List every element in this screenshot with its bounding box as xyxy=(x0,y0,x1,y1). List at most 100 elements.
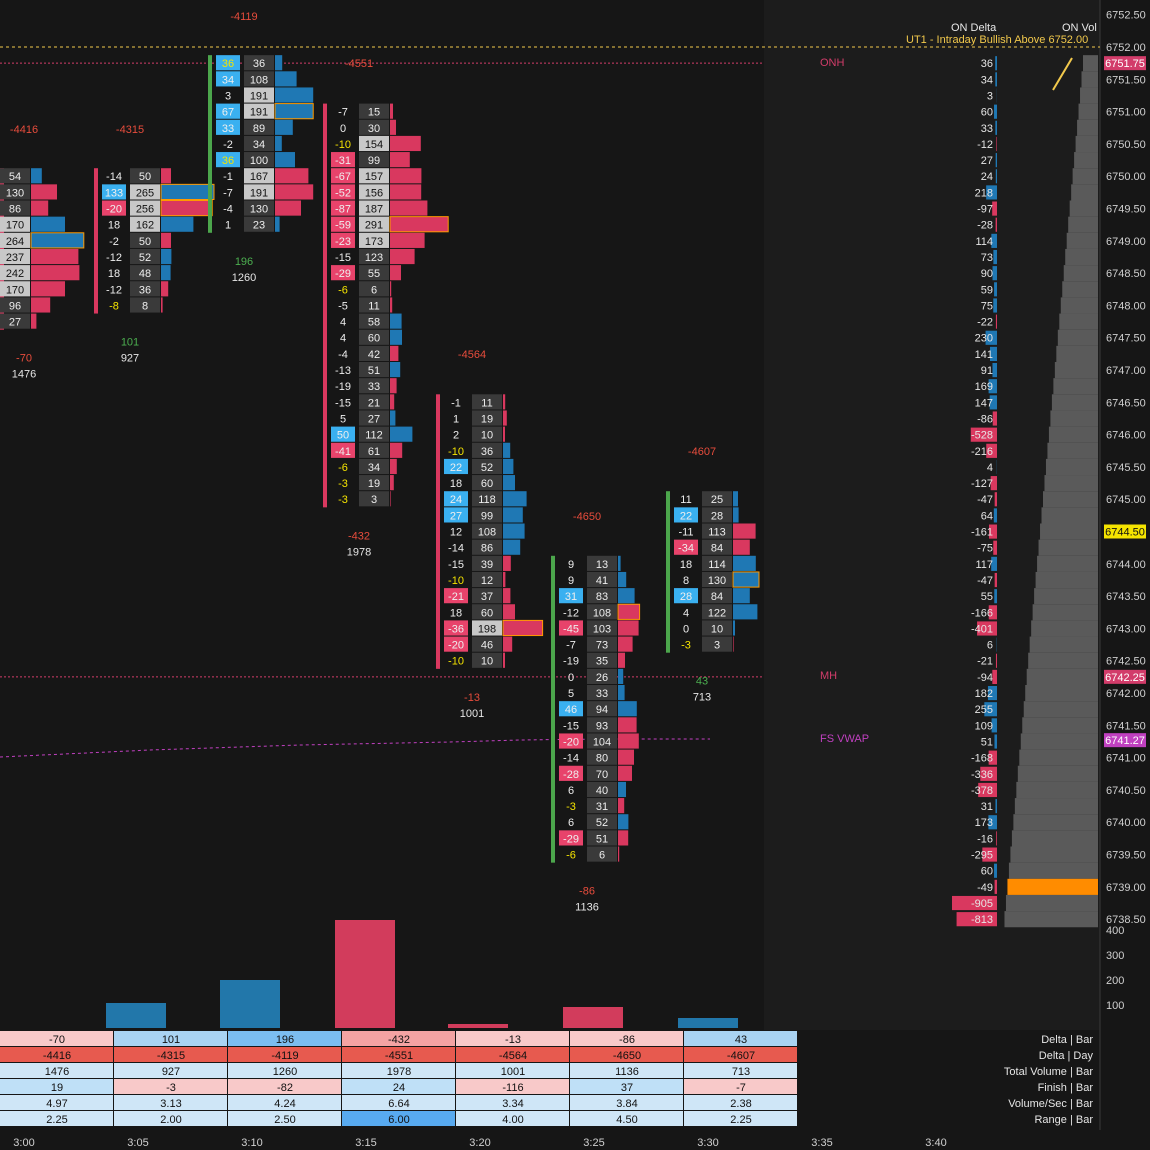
volume-cell xyxy=(359,232,389,248)
bar-volume-label: 1260 xyxy=(232,272,256,284)
volume-value: 157 xyxy=(365,171,383,183)
stat-cell xyxy=(0,1111,113,1126)
volume-profile-bar xyxy=(618,733,639,749)
delta-value: 18 xyxy=(108,268,120,280)
volume-cell xyxy=(702,555,732,571)
volume-profile-bar xyxy=(503,394,506,410)
stat-value: 4.00 xyxy=(502,1114,523,1126)
volume-profile-bar xyxy=(733,539,750,555)
volume-profile-bar xyxy=(390,329,402,345)
time-axis-label: 3:00 xyxy=(13,1137,34,1149)
delta-value: 22 xyxy=(450,462,462,474)
volume-value: 60 xyxy=(481,478,493,490)
volume-profile-bar xyxy=(390,394,395,410)
volume-profile-bar xyxy=(31,297,51,313)
stat-value: 19 xyxy=(51,1082,63,1094)
on-vol-bar xyxy=(1065,248,1098,266)
on-delta-value: 27 xyxy=(981,155,993,167)
price-tick-label: 6741.50 xyxy=(1106,720,1146,732)
volume-profile-bar xyxy=(390,378,397,394)
time-axis-label: 3:15 xyxy=(355,1137,376,1149)
volume-value: 52 xyxy=(596,817,608,829)
volume-value: 84 xyxy=(711,591,723,603)
delta-value: -6 xyxy=(338,284,348,296)
on-delta-value: -97 xyxy=(977,204,993,216)
volume-profile-bar xyxy=(733,604,758,620)
volume-profile-bar xyxy=(503,571,506,588)
volume-profile-bar xyxy=(390,248,415,265)
volume-cell xyxy=(472,604,502,620)
delta-cell xyxy=(331,168,355,184)
volume-cell xyxy=(359,168,389,184)
stat-cell xyxy=(114,1031,227,1046)
volume-cell xyxy=(359,394,389,410)
on-delta-bar xyxy=(987,686,997,701)
volume-value: 61 xyxy=(368,446,380,458)
volume-cell xyxy=(472,588,502,604)
stat-cell xyxy=(570,1047,683,1062)
volume-value: 237 xyxy=(6,252,24,264)
volume-value: 130 xyxy=(708,575,726,587)
volume-profile-bar xyxy=(31,216,65,232)
delta-value: 0 xyxy=(340,123,346,135)
volume-cell xyxy=(0,232,30,248)
volume-profile-bar xyxy=(161,216,194,232)
stat-row-label: Delta | Bar xyxy=(1041,1034,1093,1046)
on-vol-bar xyxy=(1010,846,1098,863)
volume-profile-bar xyxy=(275,119,293,135)
on-vol-bar xyxy=(1014,798,1098,815)
delta-value: -31 xyxy=(335,155,351,167)
volume-profile-bar xyxy=(160,200,213,217)
bar-volume-label: 1978 xyxy=(347,546,371,558)
on-delta-value: 173 xyxy=(975,817,993,829)
volume-profile-bar xyxy=(503,491,527,507)
volume-profile-bar xyxy=(733,620,735,636)
volume-cell xyxy=(702,571,732,588)
bar-delta-label: 196 xyxy=(235,256,253,268)
delta-value: 36 xyxy=(222,155,234,167)
volume-value: 58 xyxy=(368,317,380,329)
on-vol-bar xyxy=(1020,733,1098,750)
volume-value: 156 xyxy=(365,187,383,199)
price-tick-label: 6749.50 xyxy=(1106,204,1146,216)
stat-cell xyxy=(114,1063,227,1078)
delta-value: -15 xyxy=(335,397,351,409)
volume-profile-bar xyxy=(31,281,65,297)
volume-profile-bar xyxy=(161,297,163,313)
delta-value: -7 xyxy=(338,107,348,119)
cum-delta-label: -4315 xyxy=(116,124,144,136)
volume-cell xyxy=(0,168,30,184)
onh-price-tag-text: 6751.75 xyxy=(1105,58,1145,70)
on-delta-value: 55 xyxy=(981,591,993,603)
volume-cell xyxy=(359,329,389,345)
on-delta-bar xyxy=(994,589,997,604)
on-delta-bar xyxy=(980,766,997,781)
volume-value: 26 xyxy=(596,672,608,684)
delta-cell xyxy=(331,152,355,168)
stat-cell xyxy=(342,1063,455,1078)
onh-price-tag xyxy=(1104,56,1146,71)
on-delta-bar xyxy=(995,653,997,668)
time-axis-label: 3:30 xyxy=(697,1137,718,1149)
volume-cell xyxy=(130,200,160,216)
volume-cell xyxy=(359,119,389,135)
candle-body xyxy=(436,394,440,669)
volume-cell xyxy=(244,152,274,168)
on-delta-bar xyxy=(994,104,997,119)
price-tick-label: 6739.50 xyxy=(1106,850,1146,862)
volume-cell xyxy=(587,652,617,668)
on-vol-bar xyxy=(1026,668,1098,685)
on-delta-bar xyxy=(986,185,997,200)
on-delta-value: -47 xyxy=(977,494,993,506)
volume-profile-bar xyxy=(161,168,171,184)
on-delta-bar xyxy=(992,266,997,281)
delta-value: 36 xyxy=(222,58,234,70)
volume-cell xyxy=(702,507,732,523)
volume-cell xyxy=(130,232,160,248)
volume-cell xyxy=(587,846,617,862)
delta-value: -3 xyxy=(681,640,691,652)
bar-delta-label: 101 xyxy=(121,337,139,349)
bar-delta-label: -86 xyxy=(579,886,595,898)
delta-cell xyxy=(674,588,698,604)
